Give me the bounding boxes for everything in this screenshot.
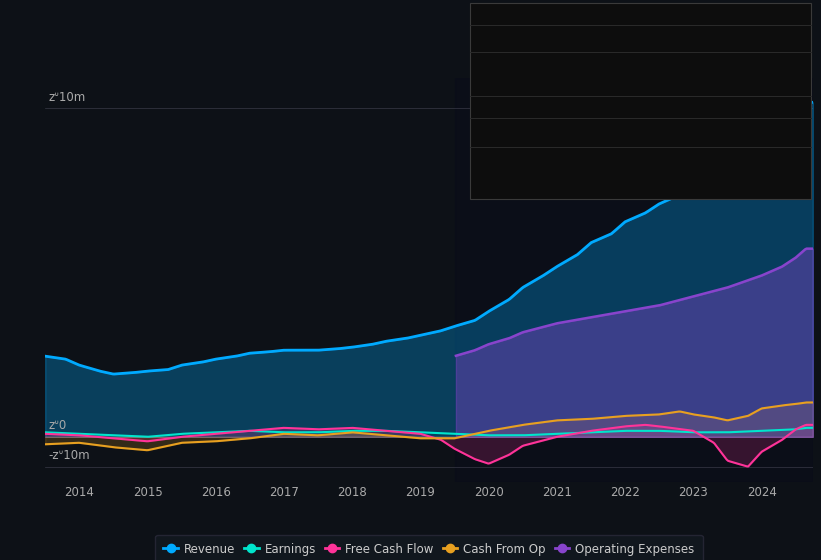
Bar bbox=[455, 78, 813, 482]
Text: Jun 30 2024: Jun 30 2024 bbox=[480, 13, 564, 26]
Text: Cash From Op: Cash From Op bbox=[480, 130, 558, 141]
Text: zᐡ11.881m /yr: zᐡ11.881m /yr bbox=[639, 130, 725, 141]
Text: -zᐡ10m: -zᐡ10m bbox=[48, 449, 90, 462]
Text: 5.1%: 5.1% bbox=[639, 79, 669, 89]
Text: zᐡ0: zᐡ0 bbox=[48, 419, 67, 432]
Text: zᐡ5.358m /yr: zᐡ5.358m /yr bbox=[639, 63, 717, 73]
Text: zᐡ4.077m /yr: zᐡ4.077m /yr bbox=[639, 101, 717, 111]
Text: zᐡ10m: zᐡ10m bbox=[48, 91, 86, 104]
Text: zᐡ61.488m /yr: zᐡ61.488m /yr bbox=[639, 158, 725, 169]
Text: Revenue: Revenue bbox=[480, 35, 529, 45]
Text: Earnings: Earnings bbox=[480, 63, 529, 73]
Legend: Revenue, Earnings, Free Cash Flow, Cash From Op, Operating Expenses: Revenue, Earnings, Free Cash Flow, Cash … bbox=[155, 535, 703, 560]
Text: Free Cash Flow: Free Cash Flow bbox=[480, 101, 564, 111]
Text: Operating Expenses: Operating Expenses bbox=[480, 158, 593, 169]
Text: zᐡ05.763m /yr: zᐡ05.763m /yr bbox=[639, 35, 724, 45]
Text: profit margin: profit margin bbox=[678, 79, 754, 89]
